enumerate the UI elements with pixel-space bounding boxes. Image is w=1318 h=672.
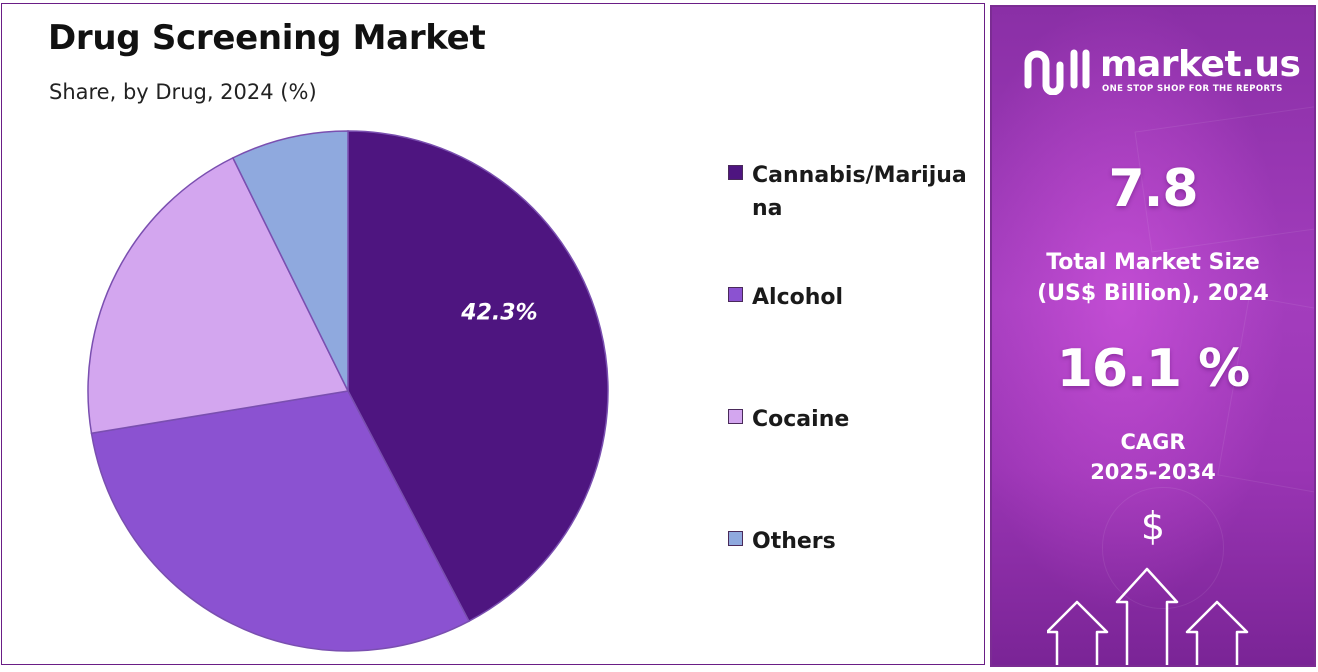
pie-chart: 42.3% bbox=[87, 130, 609, 652]
legend-swatch-cannabis bbox=[728, 165, 743, 180]
legend-item-others: Others bbox=[728, 525, 972, 558]
pie-slice-alcohol bbox=[90, 390, 470, 652]
cagr-caption-line2: 2025-2034 bbox=[1090, 460, 1216, 484]
pie-data-labels: 42.3% bbox=[460, 301, 537, 326]
chart-subtitle: Share, by Drug, 2024 (%) bbox=[49, 80, 317, 104]
summary-side-panel: market.us ONE STOP SHOP FOR THE REPORTS … bbox=[990, 5, 1316, 667]
brand-logo: market.us ONE STOP SHOP FOR THE REPORTS bbox=[1022, 45, 1301, 97]
brand-name: market.us bbox=[1100, 44, 1301, 85]
legend-label-cocaine: Cocaine bbox=[752, 407, 850, 432]
pie-slice-others bbox=[231, 130, 349, 392]
brand-tagline: ONE STOP SHOP FOR THE REPORTS bbox=[1102, 84, 1283, 94]
legend-label-cannabis: Cannabis/Marijuana bbox=[752, 163, 967, 221]
legend-item-cocaine: Cocaine bbox=[728, 403, 972, 436]
legend-swatch-cocaine bbox=[728, 409, 743, 424]
pie-data-label: 42.3% bbox=[460, 301, 537, 326]
legend-swatch-alcohol bbox=[728, 287, 743, 302]
market-us-logo-icon bbox=[1024, 49, 1090, 95]
pie-slice-cocaine bbox=[87, 156, 350, 435]
background-decoration bbox=[1102, 487, 1224, 609]
legend-item-cannabis: Cannabis/Marijuana bbox=[728, 159, 972, 225]
market-size-caption-line1: Total Market Size bbox=[1046, 250, 1260, 275]
pie-slice-cannabis-marijuana bbox=[347, 130, 609, 623]
chart-panel: Drug Screening Market Share, by Drug, 20… bbox=[1, 3, 985, 665]
legend-label-others: Others bbox=[752, 529, 836, 554]
cagr-caption-line1: CAGR bbox=[1120, 430, 1186, 454]
legend-item-alcohol: Alcohol bbox=[728, 281, 972, 314]
chart-title: Drug Screening Market bbox=[48, 18, 486, 58]
market-size-value: 7.8 bbox=[1108, 159, 1198, 219]
legend: Cannabis/Marijuana Alcohol Cocaine Other… bbox=[728, 154, 978, 574]
dollar-icon: $ bbox=[1140, 504, 1166, 548]
growth-arrows-icon bbox=[1047, 567, 1249, 665]
market-size-caption-line2: (US$ Billion), 2024 bbox=[1037, 281, 1269, 306]
pie-slices bbox=[87, 130, 609, 652]
legend-label-alcohol: Alcohol bbox=[752, 285, 844, 310]
legend-swatch-others bbox=[728, 531, 743, 546]
cagr-value: 16.1 % bbox=[1056, 339, 1251, 399]
